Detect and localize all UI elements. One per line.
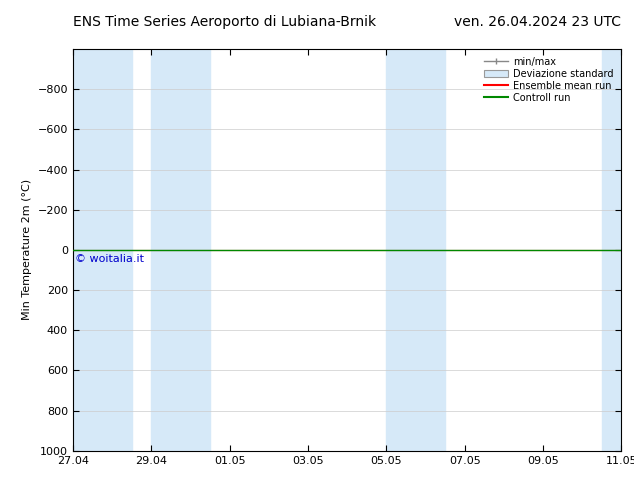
Text: ven. 26.04.2024 23 UTC: ven. 26.04.2024 23 UTC: [455, 15, 621, 29]
Text: © woitalia.it: © woitalia.it: [75, 254, 144, 264]
Bar: [602, 49, 621, 451]
Bar: [386, 49, 445, 451]
Legend: min/max, Deviazione standard, Ensemble mean run, Controll run: min/max, Deviazione standard, Ensemble m…: [481, 54, 616, 105]
Bar: [73, 49, 132, 451]
Bar: [152, 49, 210, 451]
Y-axis label: Min Temperature 2m (°C): Min Temperature 2m (°C): [22, 179, 32, 320]
Text: ENS Time Series Aeroporto di Lubiana-Brnik: ENS Time Series Aeroporto di Lubiana-Brn…: [73, 15, 376, 29]
